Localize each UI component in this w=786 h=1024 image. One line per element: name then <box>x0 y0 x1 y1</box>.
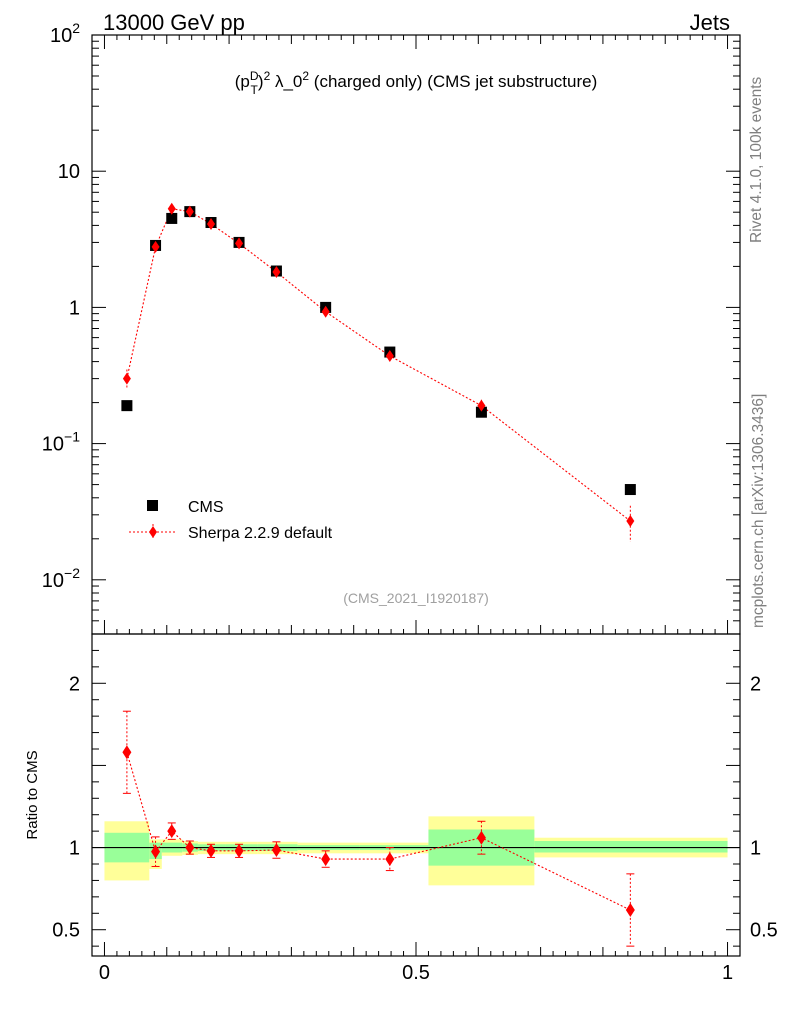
rivet-label: Rivet 4.1.0, 100k events <box>748 76 765 243</box>
mc-point <box>185 205 194 218</box>
main-ytick-label: 10−2 <box>42 565 80 592</box>
cms-point <box>624 484 636 496</box>
xtick-label: 0 <box>99 962 110 984</box>
main-ytick-label: 10−1 <box>42 429 80 456</box>
main-ytick-label: 1 <box>69 297 80 319</box>
ratio-frame <box>91 633 741 957</box>
title-sup-2b: 2 <box>302 69 309 83</box>
title-base: (p <box>235 72 250 91</box>
main-panel-marks <box>121 202 636 542</box>
ratio-point <box>206 843 216 858</box>
title-lambda: λ_0 <box>270 72 302 91</box>
header-energy: 13000 GeV pp <box>103 10 245 35</box>
ratio-point <box>185 840 195 855</box>
cms-point <box>121 400 133 412</box>
axis-ticks <box>92 34 740 956</box>
mc-point <box>626 515 635 528</box>
axis-tick-labels: 102 10 1 10−1 10−2 0.5 0.5 1 1 2 2 0 0.5 1 <box>42 20 778 984</box>
xtick-label: 0.5 <box>402 962 430 984</box>
mc-series-line <box>126 208 631 522</box>
title-rest: (charged only) (CMS jet substructure) <box>309 72 597 91</box>
title-sub-t: T <box>251 83 259 97</box>
mc-point <box>385 349 394 362</box>
ratio-ytick-label-right: 2 <box>750 673 761 695</box>
ratio-ytick-label-left: 1 <box>69 838 80 860</box>
xtick-label: 1 <box>722 962 733 984</box>
title-close: ) <box>258 72 264 91</box>
legend-data-marker <box>147 500 158 511</box>
main-ytick-label: 10 <box>58 161 80 183</box>
ratio-point <box>271 843 281 858</box>
title-sup-d: D <box>250 69 259 83</box>
cms-point <box>475 406 487 418</box>
mc-point <box>477 399 486 412</box>
mcplots-label: mcplots.cern.ch [arXiv:1306.3436] <box>750 394 767 628</box>
ratio-ytick-label-right: 0.5 <box>750 920 778 942</box>
ratio-panel-marks <box>122 710 635 947</box>
main-frame <box>91 34 741 635</box>
band-inner-10 <box>534 841 728 853</box>
mc-point <box>122 372 131 385</box>
mc-point <box>235 237 244 250</box>
ratio-point <box>151 844 161 859</box>
plot-title: (pD T)2 λ_02 (charged only) (CMS jet subs… <box>235 69 597 97</box>
legend-mc-label: Sherpa 2.2.9 default <box>188 525 333 542</box>
main-ytick-label: 102 <box>50 20 80 47</box>
cms-point <box>166 212 178 224</box>
title-sup-2: 2 <box>264 69 271 83</box>
mc-point <box>207 217 216 230</box>
ratio-ytick-label-left: 2 <box>69 673 80 695</box>
mc-point <box>167 202 176 215</box>
ratio-point <box>476 830 486 845</box>
ratio-series-line <box>126 752 631 911</box>
mc-point <box>272 265 281 278</box>
mc-point <box>151 240 160 253</box>
header-jets: Jets <box>690 10 730 35</box>
legend-data-label: CMS <box>188 499 224 516</box>
mc-point <box>321 305 330 318</box>
ratio-ylabel: Ratio to CMS <box>24 750 41 839</box>
ratio-point <box>122 745 132 760</box>
legend-mc-marker <box>149 526 157 538</box>
ratio-point <box>385 852 395 867</box>
ratio-ytick-label-left: 0.5 <box>52 920 80 942</box>
ratio-ytick-label-right: 1 <box>750 838 761 860</box>
ratio-point <box>321 852 331 867</box>
ratio-point <box>167 824 177 839</box>
ratio-bands <box>104 816 728 886</box>
analysis-id: (CMS_2021_I1920187) <box>343 590 489 606</box>
ratio-point <box>625 903 635 917</box>
ratio-point <box>234 843 244 858</box>
